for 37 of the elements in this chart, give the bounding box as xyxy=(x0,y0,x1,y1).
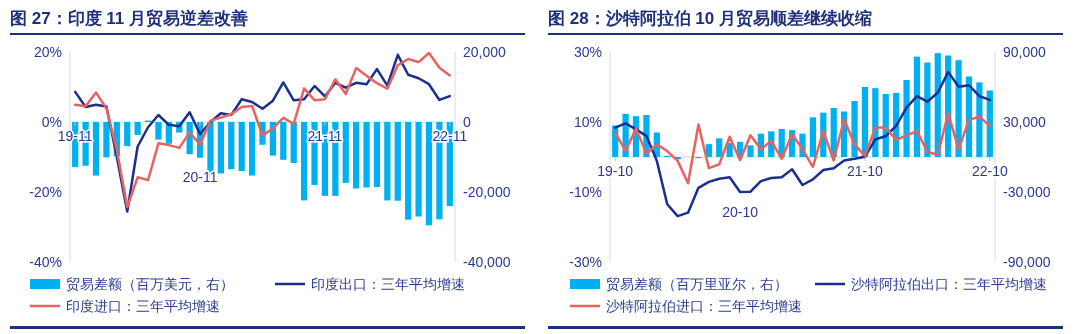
legend-label: 贸易差额（百万里亚尔，右） xyxy=(606,277,788,292)
bar xyxy=(986,90,993,157)
bar xyxy=(851,101,858,157)
y-tick-label: 0% xyxy=(41,114,62,130)
chart-title: 图 27：印度 11 月贸易逆差改善 xyxy=(10,8,249,28)
x-tick-label: 20-11 xyxy=(182,169,218,185)
bar xyxy=(705,144,712,157)
y2-tick-label: -20,000 xyxy=(463,184,511,200)
y2-tick-label: -30,000 xyxy=(1003,184,1051,200)
y2-tick-label: 20,000 xyxy=(463,44,507,60)
bar xyxy=(716,138,723,157)
x-tick-label: 22-10 xyxy=(971,163,1008,179)
legend-label: 印度出口：三年平均增速 xyxy=(311,277,465,292)
y-tick-label: 20% xyxy=(33,44,62,60)
y-tick-label: -40% xyxy=(29,254,62,270)
bar xyxy=(747,145,754,157)
x-tick-label: 20-10 xyxy=(722,204,759,220)
legend-label: 沙特阿拉伯出口：三年平均增速 xyxy=(851,277,1047,292)
y-tick-label: -20% xyxy=(29,184,62,200)
legend-label: 印度进口：三年平均增速 xyxy=(66,299,220,314)
legend-label: 贸易差额（百万美元，右） xyxy=(66,277,234,292)
y2-tick-label: -90,000 xyxy=(1003,254,1051,270)
x-tick-label: 19-10 xyxy=(597,163,634,179)
legend-label: 沙特阿拉伯进口：三年平均增速 xyxy=(606,299,802,314)
y-tick-label: 10% xyxy=(573,114,602,130)
y-tick-label: -30% xyxy=(569,254,602,270)
x-tick-label: 21-10 xyxy=(847,163,884,179)
y2-tick-label: 0 xyxy=(463,114,471,130)
y2-tick-label: -40,000 xyxy=(463,254,511,270)
bar xyxy=(903,80,910,157)
y2-tick-label: 90,000 xyxy=(1003,44,1047,60)
y-tick-label: 30% xyxy=(573,44,602,60)
bar xyxy=(976,82,983,157)
chart-title: 图 28：沙特阿拉伯 10 月贸易顺差继续收缩 xyxy=(548,9,872,28)
bar xyxy=(809,117,817,157)
y-tick-label: -10% xyxy=(569,184,602,200)
y2-tick-label: 30,000 xyxy=(1003,114,1047,130)
